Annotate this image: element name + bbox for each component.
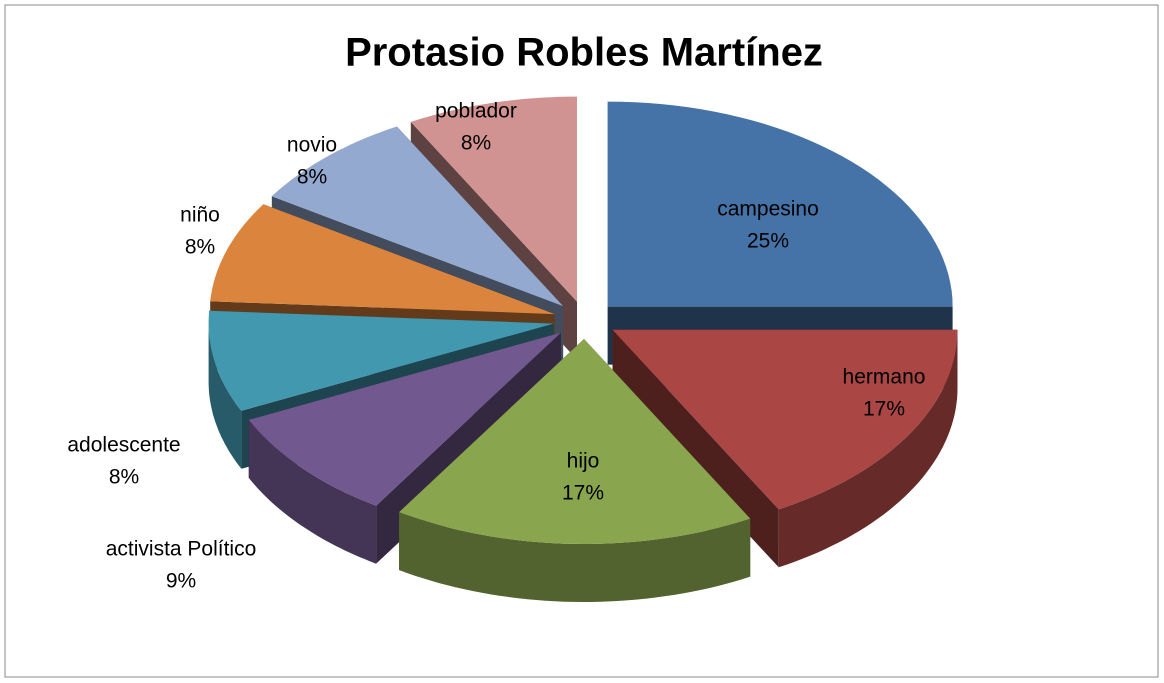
data-label-value: 9%	[166, 570, 196, 593]
slice-side	[208, 323, 242, 469]
slice-side	[778, 329, 958, 568]
chart-title: Protasio Robles Martínez	[345, 31, 823, 75]
data-label-value: 17%	[562, 482, 604, 505]
data-label-name: campesino	[717, 198, 819, 221]
data-label-value: 8%	[461, 132, 491, 155]
data-label-name: niño	[180, 204, 220, 227]
slice	[248, 332, 562, 506]
data-label-value: 8%	[185, 236, 215, 259]
data-label-name: hermano	[843, 366, 926, 389]
slice	[410, 96, 577, 302]
data-label-name: activista Político	[106, 538, 257, 561]
slice-side	[399, 512, 751, 602]
data-label-value: 25%	[747, 230, 789, 253]
slice	[399, 339, 751, 544]
slice-group	[612, 329, 958, 568]
slice	[271, 126, 564, 307]
slice	[210, 204, 555, 315]
slice	[612, 329, 958, 510]
data-label-name: hijo	[567, 450, 600, 473]
slice-side	[248, 419, 377, 564]
data-label-name: novio	[287, 134, 337, 157]
slice	[208, 310, 554, 411]
slice	[607, 101, 953, 307]
data-label-value: 8%	[109, 466, 139, 489]
slice-group	[399, 339, 751, 602]
data-label-value: 17%	[863, 398, 905, 421]
data-label-name: adolescente	[67, 434, 180, 457]
data-label-name: poblador	[435, 100, 517, 123]
data-label-value: 8%	[297, 166, 327, 189]
